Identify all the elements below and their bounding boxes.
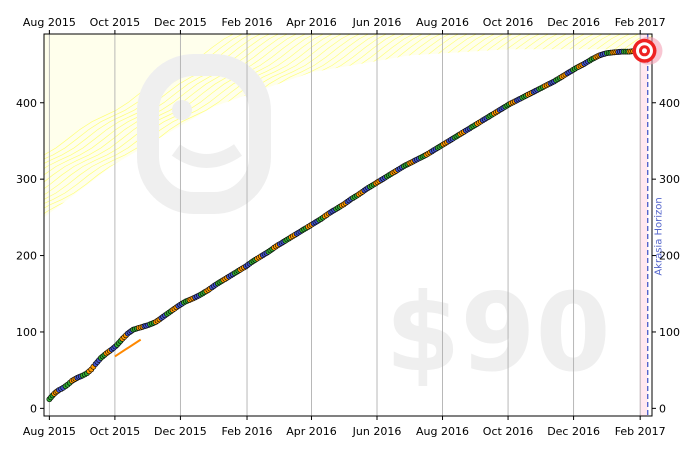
road-hatch-line <box>44 34 417 218</box>
bullseye-icon <box>632 36 663 65</box>
road-hatch-line <box>677 0 696 416</box>
road-hatch-line <box>44 34 435 218</box>
y-tick-label: 200 <box>16 250 37 263</box>
x-axis-bottom: Aug 2015 Oct 2015 Dec 2015 Feb 2016 Apr 2016… <box>23 416 666 438</box>
x-axis-top: Aug 2015 Oct 2015 Dec 2015 Feb 2016 Apr 2016… <box>23 16 666 34</box>
x-tick-label: Feb 2016 <box>222 425 273 438</box>
x-tick-label: Oct 2016 <box>483 425 534 438</box>
x-tick-label: Feb 2017 <box>615 425 666 438</box>
x-tick-label: Dec 2015 <box>154 425 207 438</box>
x-tick-label: Dec 2016 <box>547 425 600 438</box>
y-tick-label: 0 <box>30 402 37 415</box>
bullseye-center <box>641 48 647 54</box>
road-hatch-line <box>44 34 408 218</box>
road-hatch-line <box>44 34 381 218</box>
road-hatch-line <box>44 34 345 218</box>
y-tick-label: 100 <box>659 326 680 339</box>
y-tick-label: 400 <box>16 97 37 110</box>
x-tick-label: Apr 2016 <box>286 425 337 438</box>
road-area <box>44 34 652 218</box>
y-tick-label: 100 <box>16 326 37 339</box>
orange-line-segment <box>114 338 142 358</box>
x-tick-label: Aug 2015 <box>23 425 76 438</box>
x-tick-label: Apr 2016 <box>286 16 337 29</box>
data-points <box>46 47 640 403</box>
y-tick-label: 300 <box>16 173 37 186</box>
road-hatch-line <box>668 0 696 416</box>
road-hatch-line <box>44 34 354 218</box>
x-tick-label: Aug 2015 <box>23 16 76 29</box>
x-tick-label: Jun 2016 <box>352 425 402 438</box>
horizon-band <box>639 34 648 416</box>
y-tick-label: 0 <box>659 402 666 415</box>
y-axis-right: 0 100 200 300 400 <box>652 97 680 415</box>
road-hatch-line <box>44 34 363 218</box>
y-tick-label: 400 <box>659 97 680 110</box>
x-tick-label: Dec 2016 <box>547 16 600 29</box>
road-hatch-line <box>44 34 372 218</box>
road-hatch-line <box>44 34 426 218</box>
x-tick-label: Oct 2015 <box>90 425 141 438</box>
x-tick-label: Oct 2015 <box>90 16 141 29</box>
y-axis-left: 0 100 200 300 400 <box>16 97 44 415</box>
road-hatch-line <box>44 34 399 218</box>
x-tick-label: Oct 2016 <box>483 16 534 29</box>
x-tick-label: Aug 2016 <box>416 425 469 438</box>
x-tick-label: Feb 2017 <box>615 16 666 29</box>
y-tick-label: 200 <box>659 250 680 263</box>
x-tick-label: Dec 2015 <box>154 16 207 29</box>
x-tick-label: Feb 2016 <box>222 16 273 29</box>
plot-frame <box>43 33 653 417</box>
watermark-amount: $90 <box>385 271 610 396</box>
y-tick-label: 300 <box>659 173 680 186</box>
road-hatch-line <box>44 34 390 218</box>
x-tick-label: Aug 2016 <box>416 16 469 29</box>
x-tick-label: Jun 2016 <box>352 16 402 29</box>
smiley-icon <box>137 54 271 214</box>
akrasia-horizon-label: Akrasia Horizon <box>654 197 665 275</box>
